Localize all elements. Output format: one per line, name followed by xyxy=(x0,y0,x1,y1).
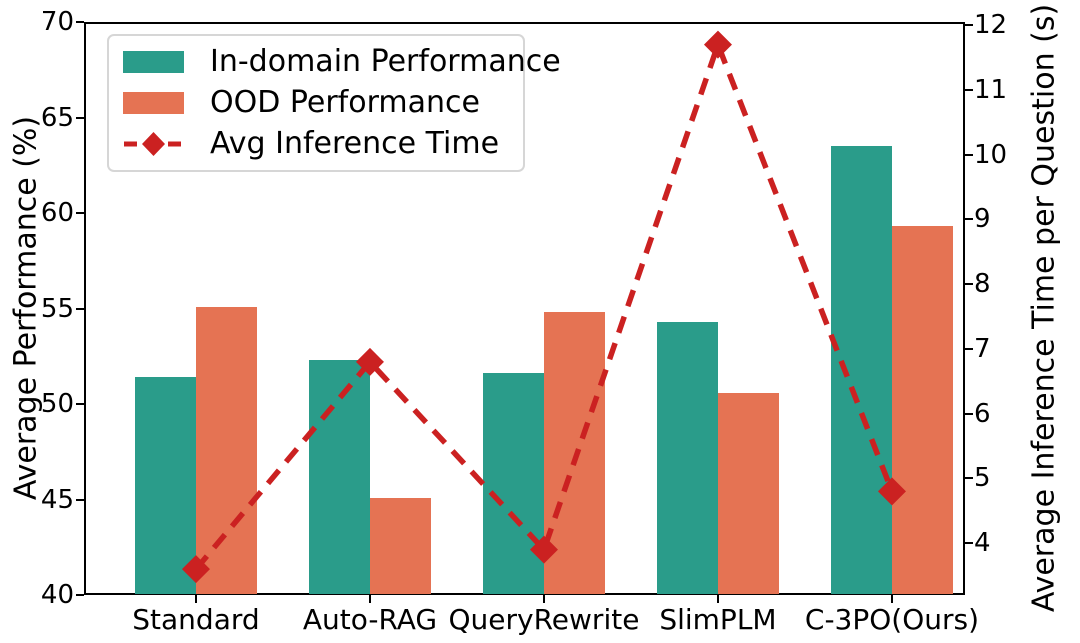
right-axis-tick-label: 9 xyxy=(974,204,991,235)
in-domain-bar xyxy=(482,373,544,594)
right-axis-label: Average Inference Time per Question (s) xyxy=(1026,3,1062,613)
right-axis-tick-label: 10 xyxy=(974,139,1008,170)
in-domain-bar xyxy=(830,146,892,594)
in-domain-bar xyxy=(308,360,370,594)
legend-item-in-domain: In-domain Performance xyxy=(123,47,561,77)
right-tick-mark xyxy=(965,477,973,480)
in-domain-swatch-icon xyxy=(123,51,184,74)
x-axis-tick-label: QueryRewrite xyxy=(448,603,640,636)
right-tick-mark xyxy=(965,24,973,27)
right-tick-mark xyxy=(965,153,973,156)
left-axis-tick-label: 60 xyxy=(40,198,74,228)
x-axis-tick-label: Standard xyxy=(132,603,260,636)
right-axis-tick-label: 5 xyxy=(974,463,991,494)
ood-bar xyxy=(195,306,257,594)
left-axis-tick-label: 70 xyxy=(40,7,74,37)
left-axis-tick-label: 55 xyxy=(40,293,74,324)
x-tick-mark xyxy=(890,595,893,603)
x-tick-mark xyxy=(368,595,371,603)
in-domain-bar xyxy=(134,377,196,594)
in-domain-bar xyxy=(656,321,718,594)
ood-bar xyxy=(543,312,605,594)
legend-item-ood: OOD Performance xyxy=(123,84,523,120)
left-tick-mark xyxy=(76,307,84,310)
ood-bar xyxy=(369,497,431,594)
x-axis-tick-label: SlimPLM xyxy=(659,603,777,636)
left-tick-mark xyxy=(76,21,84,23)
right-tick-mark xyxy=(965,283,973,286)
right-tick-mark xyxy=(965,88,973,91)
right-tick-mark xyxy=(965,347,973,350)
x-axis-tick-label: C-3PO(Ours) xyxy=(804,603,980,636)
legend-label: Avg Inference Time xyxy=(210,125,500,161)
ood-bar xyxy=(891,226,953,594)
left-tick-mark xyxy=(76,212,84,214)
right-tick-mark xyxy=(965,542,973,545)
left-tick-mark xyxy=(76,116,84,119)
legend-label: OOD Performance xyxy=(210,84,480,120)
left-axis-tick-label: 50 xyxy=(40,389,74,419)
legend: In-domain Performance OOD Performance Av… xyxy=(107,34,561,172)
x-tick-mark xyxy=(716,595,719,603)
left-tick-mark xyxy=(76,498,84,501)
left-axis-tick-label: 65 xyxy=(40,102,74,133)
right-axis-tick-label: 12 xyxy=(974,10,1008,41)
dashed-line-diamond-icon xyxy=(124,131,183,156)
right-axis-tick-label: 6 xyxy=(974,398,991,429)
x-tick-mark xyxy=(542,595,545,603)
x-axis-tick-label: Auto-RAG xyxy=(302,603,438,636)
right-axis-tick-label: 4 xyxy=(974,528,991,559)
left-axis-tick-label: 45 xyxy=(40,484,74,515)
right-axis-tick-label: 11 xyxy=(974,74,1008,105)
right-axis-tick-label: 8 xyxy=(974,269,991,300)
legend-item-inference-time: Avg Inference Time xyxy=(123,125,523,161)
left-tick-mark xyxy=(76,594,84,596)
ood-swatch-icon xyxy=(123,91,184,114)
ood-bar xyxy=(717,392,779,594)
right-tick-mark xyxy=(965,218,973,221)
right-axis-tick-label: 7 xyxy=(974,333,991,364)
legend-label: In-domain Performance xyxy=(210,44,561,80)
left-tick-mark xyxy=(76,403,84,405)
left-axis-tick-label: 40 xyxy=(40,580,74,610)
right-tick-mark xyxy=(965,412,973,415)
x-tick-mark xyxy=(194,595,197,603)
